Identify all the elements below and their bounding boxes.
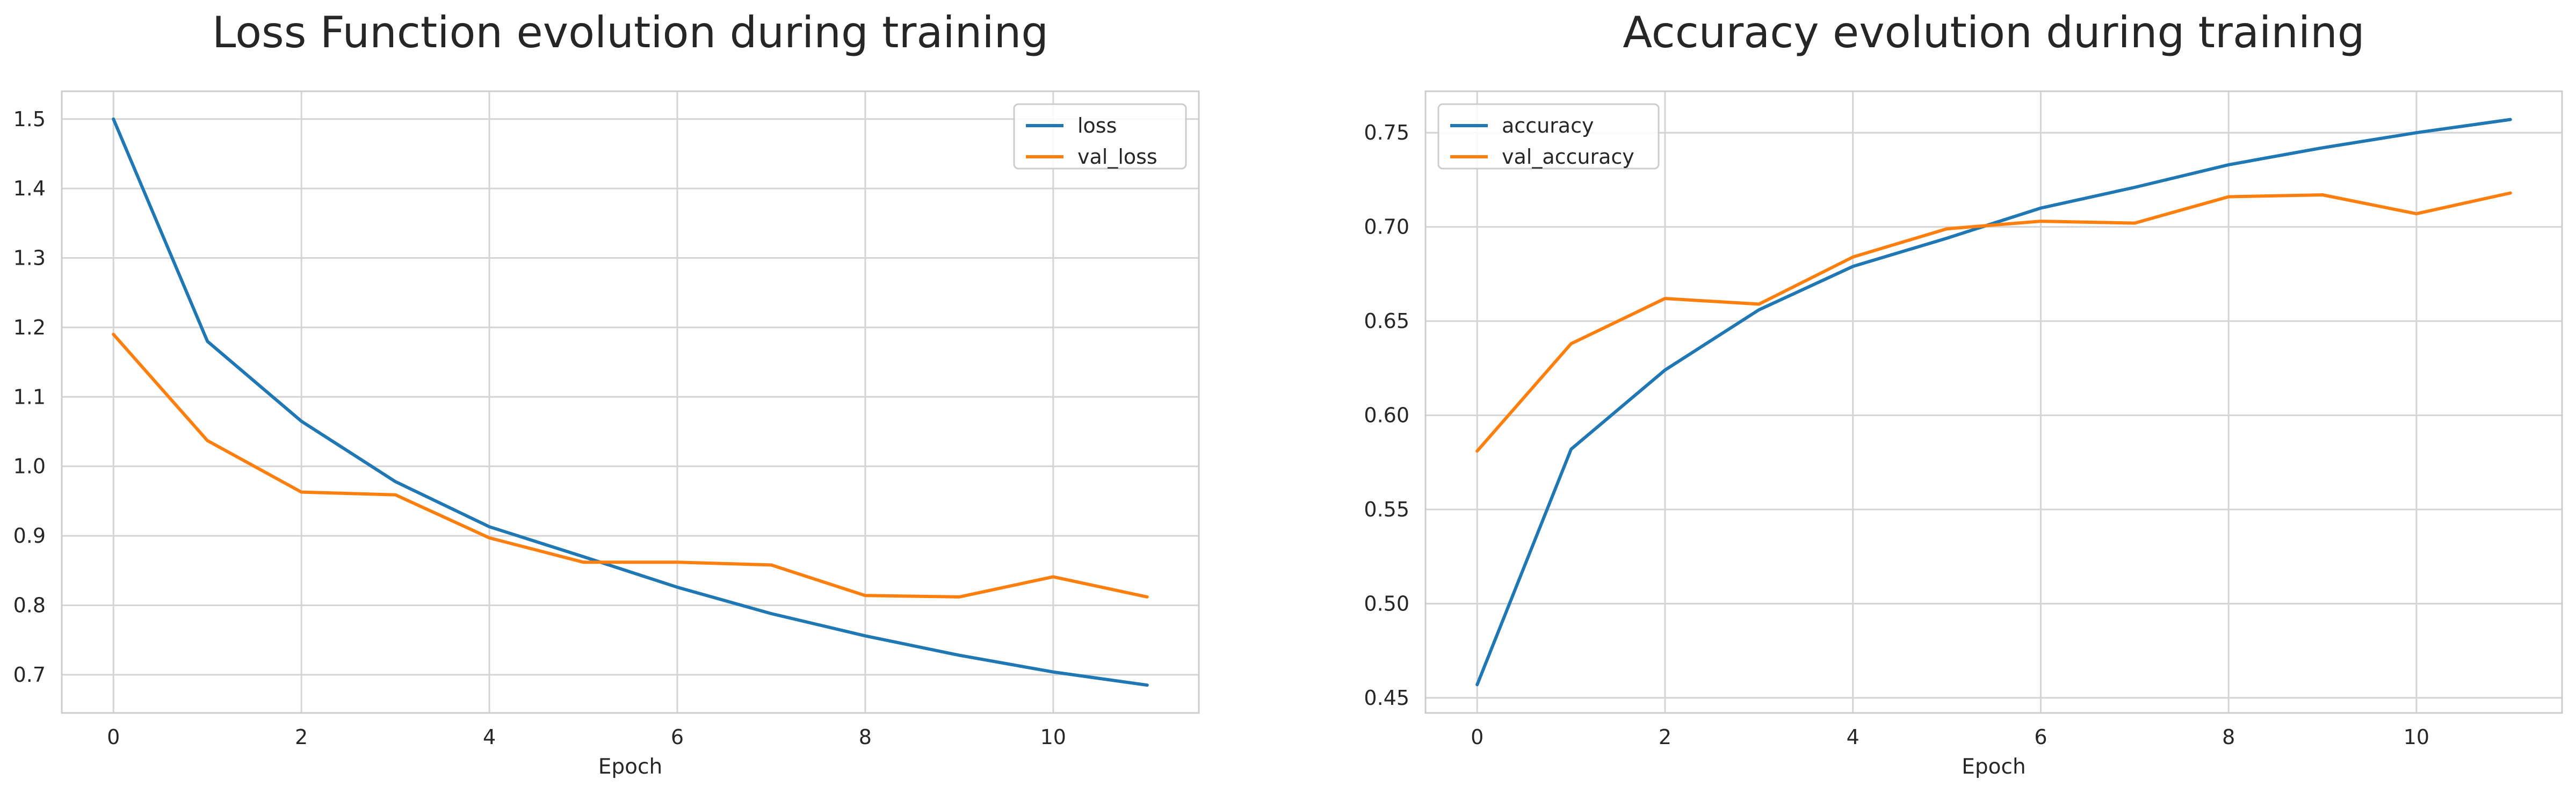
- series-line-loss: [112, 117, 1149, 687]
- x-tick-label: 2: [295, 725, 308, 749]
- series-line-val-loss: [112, 332, 1149, 599]
- x-tick-label: 6: [671, 725, 684, 749]
- plot-area-frame: [1424, 90, 2563, 714]
- legend-label: loss: [1077, 114, 1117, 137]
- x-axis-label: Epoch: [598, 755, 662, 779]
- accuracy-chart: 0.45 0.50 0.55 0.60 0.65 0.70 0.75 0 2 4 6 8 10 Epoch…: [1364, 8, 2563, 779]
- legend-label: val_loss: [1077, 145, 1157, 169]
- y-tick-label: 0.55: [1364, 498, 1409, 521]
- x-tick-label: 6: [2034, 725, 2047, 749]
- y-tick-label: 0.75: [1364, 121, 1409, 144]
- x-tick-label: 10: [1040, 725, 1066, 749]
- legend: loss val_loss: [1013, 103, 1187, 170]
- x-tick-label: 0: [107, 725, 120, 749]
- x-tick-label: 2: [1659, 725, 1671, 749]
- x-tick-label: 4: [1847, 725, 1859, 749]
- chart-title: Loss Function evolution during training: [212, 8, 1048, 57]
- plot-area-frame: [61, 90, 1200, 714]
- series-line-val-accuracy: [1475, 191, 2512, 453]
- legend-box: [1437, 103, 1660, 170]
- y-tick-label: 0.45: [1364, 686, 1409, 710]
- x-axis-label: Epoch: [1962, 755, 2025, 779]
- y-tick-label: 0.50: [1364, 592, 1409, 615]
- x-tick-label: 0: [1471, 725, 1484, 749]
- chart-title: Accuracy evolution during training: [1623, 8, 2364, 57]
- y-tick-label: 1.3: [13, 246, 46, 270]
- y-tick-label: 0.9: [13, 524, 46, 548]
- y-tick-label: 1.5: [13, 107, 46, 131]
- y-tick-label: 1.0: [13, 455, 46, 478]
- series-line-accuracy: [1475, 118, 2512, 687]
- legend: accuracy val_accuracy: [1437, 103, 1660, 170]
- legend-box: [1013, 103, 1187, 170]
- x-tick-label: 8: [2222, 725, 2235, 749]
- x-tick-label: 8: [859, 725, 872, 749]
- y-tick-label: 0.65: [1364, 309, 1409, 333]
- y-tick-label: 1.2: [13, 316, 46, 339]
- x-tick-label: 10: [2404, 725, 2429, 749]
- legend-label: accuracy: [1502, 114, 1594, 137]
- loss-chart: 0.7 0.8 0.9 1.0 1.1 1.2 1.3 1.4 1.5 0 2 4 6 8 10 Epoch L…: [13, 8, 1200, 779]
- y-tick-label: 1.1: [13, 385, 46, 409]
- legend-label: val_accuracy: [1502, 145, 1634, 169]
- y-tick-label: 0.60: [1364, 404, 1409, 427]
- y-tick-label: 0.70: [1364, 215, 1409, 239]
- y-tick-label: 1.4: [13, 177, 46, 200]
- y-tick-label: 0.8: [13, 593, 46, 617]
- x-tick-label: 4: [483, 725, 496, 749]
- y-tick-label: 0.7: [13, 663, 46, 687]
